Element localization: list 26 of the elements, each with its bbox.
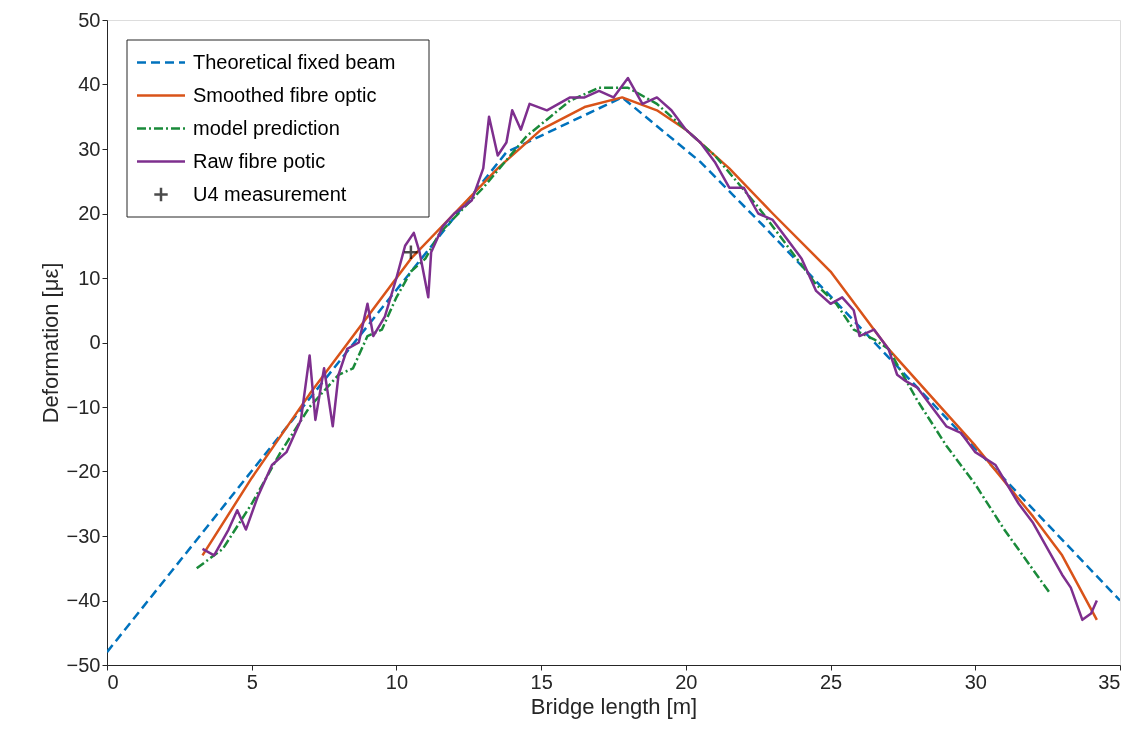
y-tick-label: 10	[78, 266, 101, 289]
legend-label: model prediction	[193, 116, 340, 139]
x-tick-label: 5	[246, 670, 258, 693]
legend-label: Theoretical fixed beam	[193, 50, 396, 73]
y-tick-label: −10	[66, 395, 101, 418]
legend-label: Raw fibre potic	[193, 149, 326, 172]
y-tick-label: −30	[66, 524, 101, 547]
x-axis-title: Bridge length [m]	[530, 693, 698, 719]
y-tick-label: −50	[66, 653, 101, 676]
legend-label: U4 measurement	[193, 182, 347, 205]
y-axis-title: Deformation [με]	[37, 262, 63, 424]
x-tick-label: 10	[385, 670, 409, 693]
legend-label: Smoothed fibre optic	[193, 83, 377, 106]
x-tick-label: 0	[107, 670, 119, 693]
y-tick-label: 50	[78, 8, 101, 31]
x-tick-label: 35	[1098, 670, 1121, 693]
y-tick-label: 40	[78, 73, 101, 95]
y-tick-label: 20	[78, 202, 101, 224]
y-tick-label: −40	[66, 589, 101, 611]
y-tick-label: 30	[78, 137, 101, 160]
x-tick-label: 20	[675, 670, 698, 693]
y-tick-label: −20	[66, 460, 101, 482]
y-tick-label: 0	[89, 331, 101, 353]
x-tick-label: 25	[819, 670, 843, 693]
x-tick-label: 30	[964, 670, 987, 693]
x-tick-label: 15	[530, 670, 553, 693]
